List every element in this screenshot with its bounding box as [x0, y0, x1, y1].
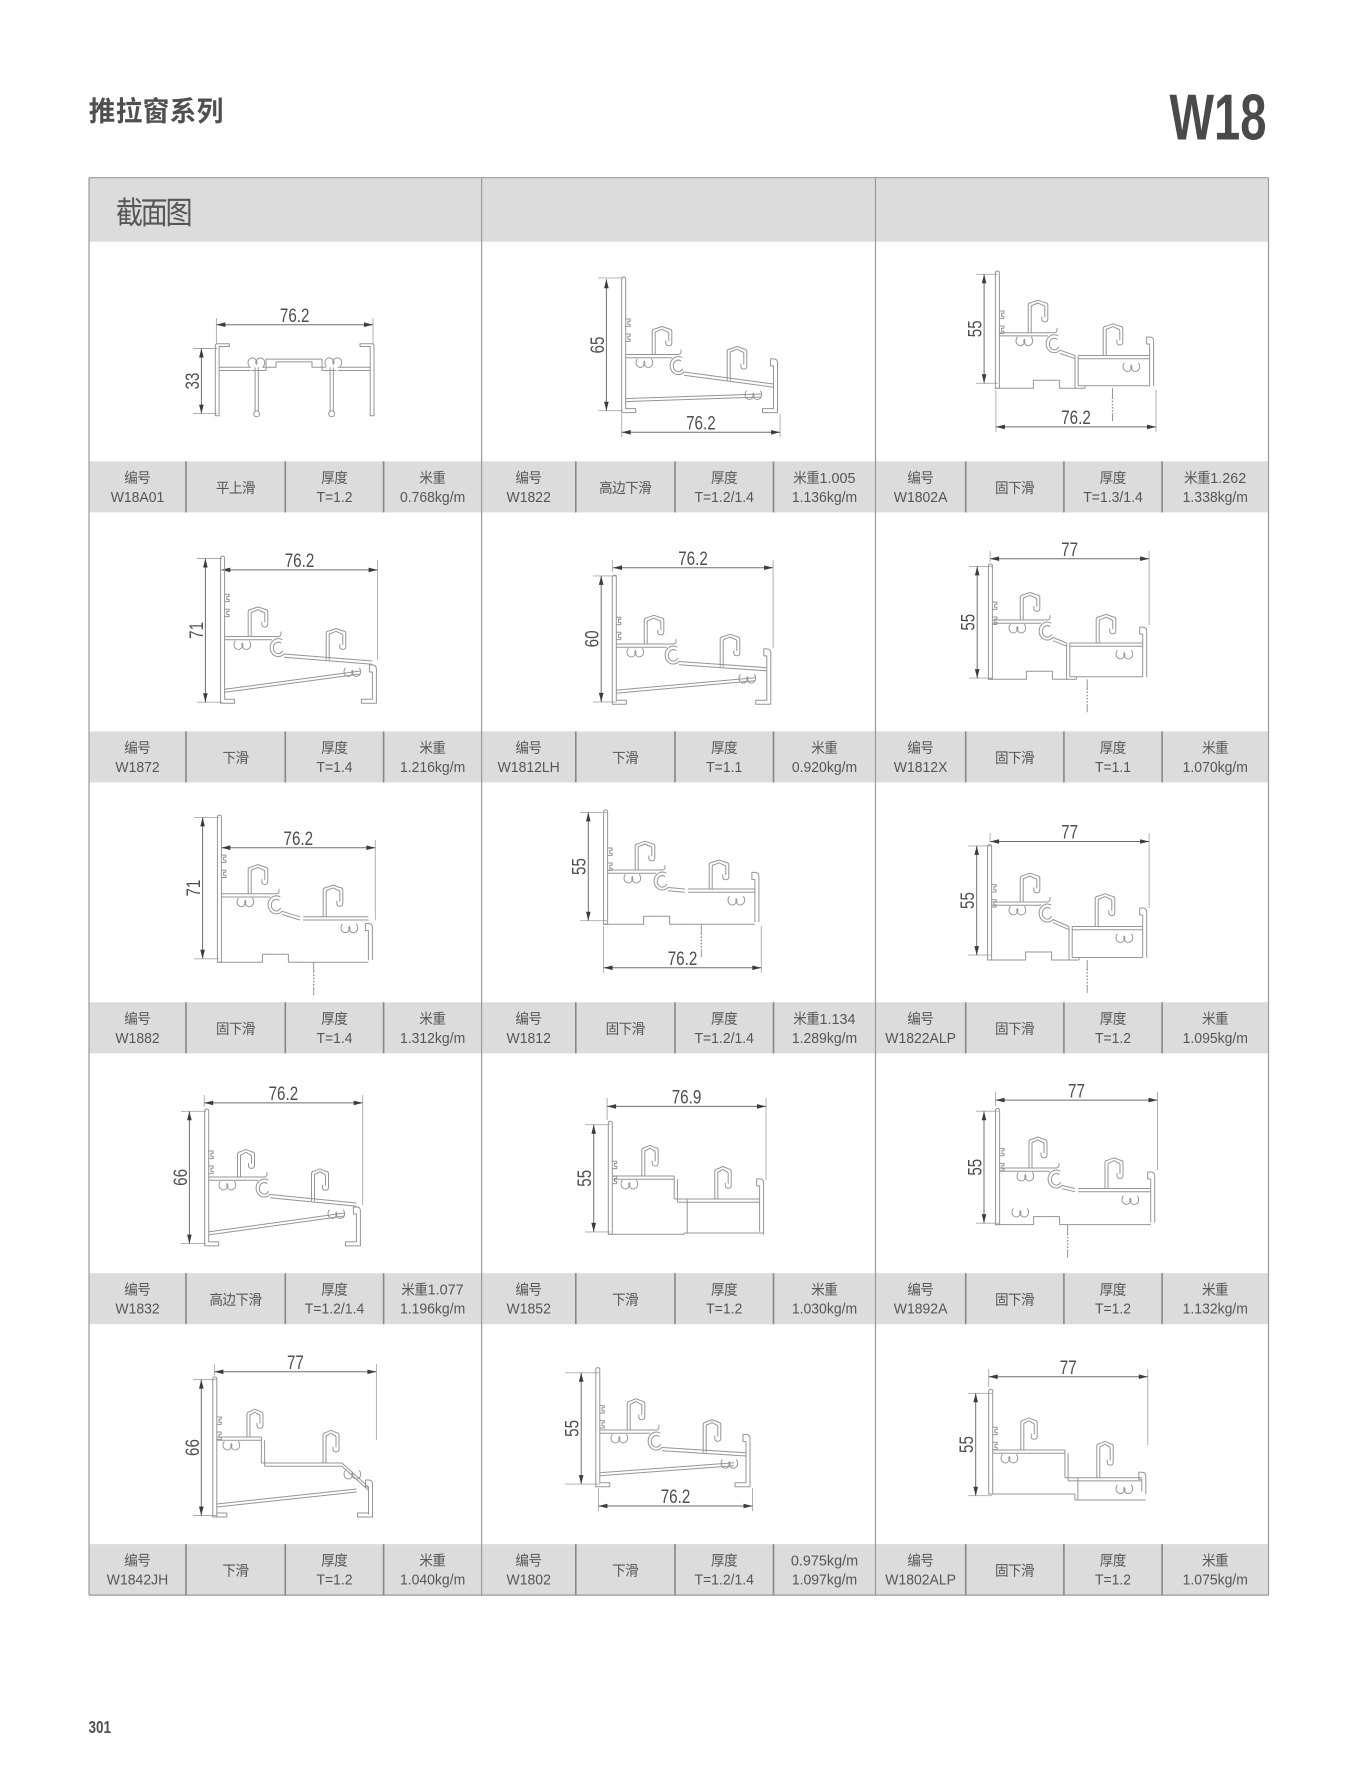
svg-text:1.030kg/m: 1.030kg/m: [792, 1301, 857, 1318]
svg-text:1.077: 1.077: [428, 1283, 464, 1299]
svg-text:55: 55: [570, 858, 591, 875]
svg-text:77: 77: [1060, 1358, 1077, 1379]
svg-text:T=1.2: T=1.2: [1095, 1572, 1131, 1589]
svg-text:0.768kg/m: 0.768kg/m: [400, 489, 465, 506]
svg-text:T=1.3/1.4: T=1.3/1.4: [1083, 489, 1143, 506]
svg-text:71: 71: [184, 880, 205, 897]
svg-text:65: 65: [588, 337, 609, 354]
svg-text:66: 66: [183, 1439, 204, 1456]
svg-text:55: 55: [966, 1159, 987, 1176]
svg-text:T=1.2: T=1.2: [706, 1301, 742, 1318]
svg-text:W1822: W1822: [507, 489, 551, 506]
svg-text:76.2: 76.2: [678, 549, 708, 570]
svg-text:60: 60: [583, 630, 604, 647]
svg-text:1.075kg/m: 1.075kg/m: [1183, 1572, 1248, 1589]
svg-text:1.262: 1.262: [1210, 471, 1246, 487]
svg-text:55: 55: [958, 892, 979, 909]
svg-text:T=1.2/1.4: T=1.2/1.4: [694, 1572, 754, 1589]
svg-text:T=1.1: T=1.1: [1095, 759, 1131, 776]
svg-text:T=1.2: T=1.2: [1095, 1301, 1131, 1318]
svg-text:55: 55: [965, 320, 986, 337]
svg-text:T=1.2: T=1.2: [316, 489, 352, 506]
svg-text:76.2: 76.2: [686, 414, 716, 435]
svg-text:T=1.1: T=1.1: [706, 759, 742, 776]
svg-text:T=1.2/1.4: T=1.2/1.4: [694, 489, 754, 506]
svg-text:71: 71: [187, 622, 208, 639]
svg-text:55: 55: [575, 1170, 596, 1187]
svg-text:77: 77: [287, 1353, 304, 1374]
svg-text:66: 66: [171, 1169, 192, 1186]
svg-text:55: 55: [563, 1420, 584, 1437]
svg-text:1.070kg/m: 1.070kg/m: [1183, 759, 1248, 776]
svg-text:76.2: 76.2: [280, 306, 310, 327]
svg-text:T=1.2: T=1.2: [316, 1572, 352, 1589]
svg-text:W1802ALP: W1802ALP: [885, 1572, 956, 1589]
svg-text:76.2: 76.2: [269, 1084, 299, 1105]
svg-text:76.2: 76.2: [661, 1487, 691, 1508]
svg-text:76.2: 76.2: [668, 949, 698, 970]
svg-text:1.132kg/m: 1.132kg/m: [1183, 1301, 1248, 1318]
svg-text:W1842JH: W1842JH: [107, 1572, 168, 1589]
svg-text:1.136kg/m: 1.136kg/m: [792, 489, 857, 506]
svg-text:T=1.2/1.4: T=1.2/1.4: [694, 1030, 754, 1047]
svg-text:T=1.2/1.4: T=1.2/1.4: [305, 1301, 365, 1318]
svg-text:W1812X: W1812X: [894, 759, 948, 776]
svg-text:T=1.2: T=1.2: [1095, 1030, 1131, 1047]
svg-text:W1822ALP: W1822ALP: [885, 1030, 956, 1047]
svg-text:1.196kg/m: 1.196kg/m: [400, 1301, 465, 1318]
svg-text:76.2: 76.2: [285, 551, 315, 572]
svg-text:1.216kg/m: 1.216kg/m: [400, 759, 465, 776]
svg-text:T=1.4: T=1.4: [316, 759, 352, 776]
svg-text:W18: W18: [1170, 81, 1267, 154]
svg-text:1.312kg/m: 1.312kg/m: [400, 1030, 465, 1047]
svg-text:77: 77: [1068, 1081, 1085, 1102]
svg-text:1.005: 1.005: [820, 471, 856, 487]
svg-text:301: 301: [89, 1717, 112, 1737]
svg-text:W1882: W1882: [115, 1030, 159, 1047]
svg-text:76.2: 76.2: [1061, 408, 1091, 429]
svg-text:W1812LH: W1812LH: [498, 759, 560, 776]
svg-text:77: 77: [1061, 823, 1078, 844]
svg-text:W1872: W1872: [115, 759, 159, 776]
svg-text:76.9: 76.9: [672, 1088, 702, 1109]
svg-text:1.289kg/m: 1.289kg/m: [792, 1030, 857, 1047]
svg-text:1.097kg/m: 1.097kg/m: [792, 1572, 857, 1589]
svg-text:1.095kg/m: 1.095kg/m: [1183, 1030, 1248, 1047]
svg-text:W1892A: W1892A: [894, 1301, 948, 1318]
svg-text:W18A01: W18A01: [111, 489, 165, 506]
svg-text:W1832: W1832: [115, 1301, 159, 1318]
svg-text:76.2: 76.2: [284, 829, 314, 850]
svg-text:1.338kg/m: 1.338kg/m: [1183, 489, 1248, 506]
svg-text:W1852: W1852: [507, 1301, 551, 1318]
svg-text:33: 33: [183, 373, 204, 390]
svg-text:55: 55: [957, 1436, 978, 1453]
svg-text:55: 55: [959, 614, 980, 631]
svg-text:77: 77: [1061, 540, 1078, 561]
svg-text:W1812: W1812: [507, 1030, 551, 1047]
svg-text:1.134: 1.134: [820, 1012, 856, 1028]
svg-text:0.975kg/m: 0.975kg/m: [791, 1554, 858, 1570]
svg-text:1.040kg/m: 1.040kg/m: [400, 1572, 465, 1589]
svg-text:0.920kg/m: 0.920kg/m: [792, 759, 857, 776]
svg-text:T=1.4: T=1.4: [316, 1030, 352, 1047]
svg-text:W1802A: W1802A: [894, 489, 948, 506]
svg-text:W1802: W1802: [507, 1572, 551, 1589]
